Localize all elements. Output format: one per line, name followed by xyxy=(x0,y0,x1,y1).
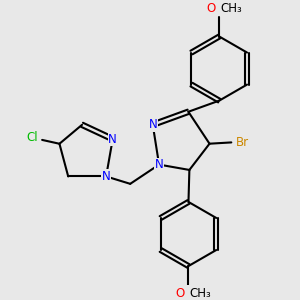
Text: O: O xyxy=(176,287,185,300)
Text: Cl: Cl xyxy=(27,131,38,144)
Text: CH₃: CH₃ xyxy=(189,287,211,300)
Text: CH₃: CH₃ xyxy=(220,2,242,15)
Text: N: N xyxy=(155,158,164,171)
Text: Br: Br xyxy=(236,136,249,149)
Text: N: N xyxy=(102,170,110,183)
Text: N: N xyxy=(148,118,157,131)
Text: O: O xyxy=(206,2,215,15)
Text: N: N xyxy=(108,133,117,146)
